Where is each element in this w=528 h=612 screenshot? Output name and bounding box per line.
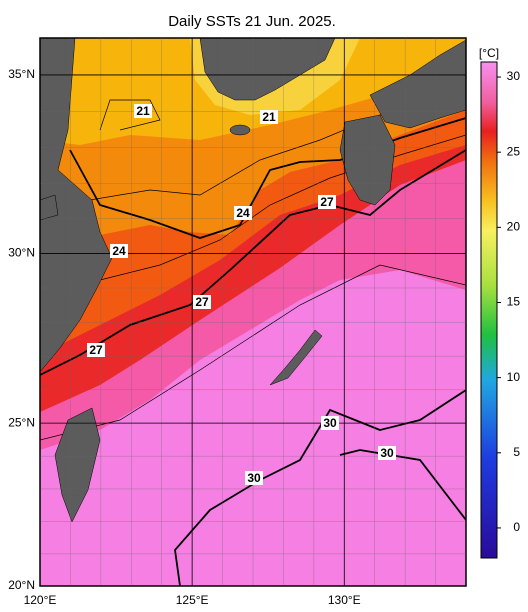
- contour-label: 30: [380, 446, 394, 460]
- contour-label-box: [245, 471, 263, 485]
- lon-label: 130°E: [328, 593, 361, 607]
- contour-label-box: [87, 343, 105, 357]
- lon-label: 120°E: [24, 593, 57, 607]
- lat-label: 20°N: [8, 578, 35, 592]
- title: Daily SSTs 21 Jun. 2025.: [168, 13, 336, 30]
- colorbar-tick-label: 10: [507, 370, 521, 384]
- colorbar-tick-label: 25: [507, 144, 521, 158]
- lat-label: 25°N: [8, 415, 35, 429]
- contour-label-box: [234, 206, 252, 220]
- contour-label-box: [318, 195, 336, 209]
- contour-label-box: [134, 104, 152, 118]
- lat-label: 35°N: [8, 67, 35, 81]
- contour-label: 21: [262, 110, 276, 124]
- colorbar-unit: [°C]: [479, 46, 499, 60]
- colorbar-tick-label: 20: [507, 220, 521, 234]
- contour-label: 27: [195, 295, 209, 309]
- contour-label-box: [378, 446, 396, 460]
- contour-label: 21: [136, 104, 150, 118]
- contour-label: 30: [247, 471, 261, 485]
- colorbar-tick-label: 30: [507, 69, 521, 83]
- colorbar-tick-label: 15: [507, 295, 521, 309]
- colorbar: [480, 61, 498, 559]
- contour-label: 24: [236, 206, 250, 220]
- contour-label-box: [260, 110, 278, 124]
- contour-label: 24: [112, 244, 126, 258]
- colorbar-tick-label: 0: [513, 520, 520, 534]
- contour-label: 30: [323, 416, 337, 430]
- lat-label: 30°N: [8, 246, 35, 260]
- colorbar-tick-label: 5: [513, 445, 520, 459]
- contour-label-box: [110, 244, 128, 258]
- lon-label: 125°E: [176, 593, 209, 607]
- contour-label: 27: [89, 343, 103, 357]
- contour-label-box: [321, 416, 339, 430]
- contour-label-box: [193, 295, 211, 309]
- contour-label: 27: [320, 195, 334, 209]
- land: [40, 38, 466, 523]
